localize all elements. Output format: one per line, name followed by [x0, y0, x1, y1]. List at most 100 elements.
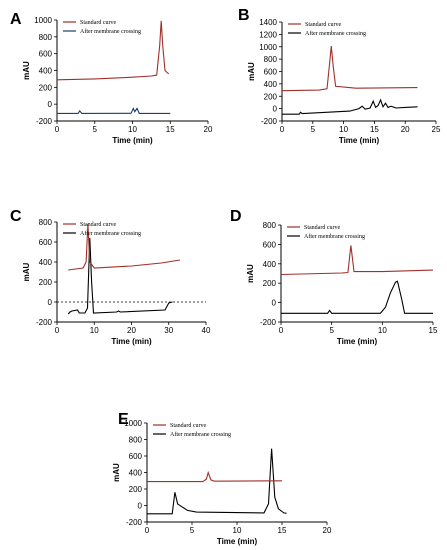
x-tick-label: 20: [323, 526, 332, 535]
y-tick-label: 1400: [259, 18, 277, 27]
panel-letter-a: A: [10, 11, 22, 28]
legend-label-after: After membrane crossing: [305, 30, 366, 37]
x-tick-label: 5: [93, 125, 98, 134]
x-axis-title-c: Time (min): [111, 337, 152, 346]
y-tick-label: 1000: [124, 419, 142, 428]
x-axis-title-a: Time (min): [112, 136, 153, 145]
legend-label-standard: Standard curve: [170, 423, 206, 429]
x-tick-label: 10: [233, 526, 242, 535]
y-tick-label: 1000: [259, 43, 277, 52]
legend-label-standard: Standard curve: [80, 20, 116, 26]
x-tick-label: 40: [202, 326, 211, 335]
x-tick-label: 10: [128, 125, 137, 134]
y-tick-label: 600: [39, 50, 53, 59]
y-tick-label: 800: [129, 436, 143, 445]
y-tick-label: -200: [36, 318, 53, 327]
y-tick-label: 200: [263, 279, 277, 288]
y-tick-label: 800: [39, 33, 53, 42]
y-tick-label: 0: [48, 100, 53, 109]
x-tick-label: 20: [127, 326, 136, 335]
x-tick-label: 20: [401, 125, 410, 134]
series-standard-curve-e: [147, 470, 283, 483]
series-after-membrane-crossing-a: [57, 107, 171, 114]
y-axis-title-c: mAU: [22, 262, 31, 281]
panel-letter-e: E: [118, 411, 129, 428]
y-tick-label: 1000: [34, 16, 52, 25]
x-tick-label: 15: [429, 326, 438, 335]
x-tick-label: 20: [204, 125, 213, 134]
legend-label-standard: Standard curve: [304, 225, 340, 231]
x-tick-label: 0: [55, 125, 60, 134]
y-tick-label: -200: [260, 318, 277, 327]
y-tick-label: 200: [39, 278, 53, 287]
series-after-membrane-crossing-b: [282, 98, 418, 115]
panel-letter-d: D: [230, 208, 242, 225]
x-tick-label: 30: [164, 326, 173, 335]
y-tick-label: -200: [261, 117, 278, 126]
y-tick-label: 200: [264, 92, 278, 101]
x-tick-label: 10: [378, 326, 387, 335]
y-tick-label: 200: [39, 83, 53, 92]
x-axis-title-d: Time (min): [337, 337, 378, 346]
x-tick-label: 15: [166, 125, 175, 134]
y-tick-label: 800: [264, 55, 278, 64]
y-axis-title-a: mAU: [22, 61, 31, 80]
y-tick-label: 0: [48, 298, 53, 307]
y-tick-label: 0: [273, 105, 278, 114]
panel-letter-c: C: [10, 208, 22, 225]
x-tick-label: 0: [145, 526, 150, 535]
series-standard-curve-d: [280, 245, 434, 276]
x-tick-label: 0: [280, 125, 285, 134]
y-tick-label: 600: [263, 240, 277, 249]
y-tick-label: 600: [39, 238, 53, 247]
y-tick-label: 0: [272, 299, 277, 308]
legend-label-after: After membrane crossing: [80, 230, 141, 237]
legend-label-standard: Standard curve: [305, 22, 341, 28]
legend-label-after: After membrane crossing: [304, 233, 365, 240]
x-tick-label: 15: [370, 125, 379, 134]
series-after-membrane-crossing-e: [147, 448, 287, 515]
legend-label-after: After membrane crossing: [80, 28, 141, 35]
x-tick-label: 5: [311, 125, 316, 134]
y-tick-label: 400: [39, 258, 53, 267]
x-tick-label: 0: [279, 326, 284, 335]
y-tick-label: -200: [36, 117, 53, 126]
y-tick-label: 0: [138, 502, 143, 511]
y-tick-label: 800: [39, 218, 53, 227]
x-tick-label: 5: [329, 326, 334, 335]
series-after-membrane-crossing-d: [281, 280, 433, 314]
y-axis-title-d: mAU: [246, 264, 255, 283]
x-axis-title-e: Time (min): [217, 537, 258, 546]
series-standard-curve-a: [56, 20, 170, 81]
y-tick-label: 400: [39, 67, 53, 76]
y-tick-label: 200: [129, 485, 143, 494]
x-tick-label: 0: [55, 326, 60, 335]
x-tick-label: 5: [190, 526, 195, 535]
y-axis-title-e: mAU: [112, 463, 121, 482]
y-tick-label: 800: [263, 221, 277, 230]
y-tick-label: 1200: [259, 30, 277, 39]
y-tick-label: 600: [264, 68, 278, 77]
y-tick-label: 400: [263, 260, 277, 269]
series-after-membrane-crossing-c: [67, 237, 173, 315]
y-tick-label: 400: [264, 80, 278, 89]
x-tick-label: 10: [90, 326, 99, 335]
series-standard-curve-b: [281, 46, 418, 92]
series-standard-curve-c: [68, 223, 180, 271]
y-tick-label: 600: [129, 452, 143, 461]
panel-letter-b: B: [238, 7, 250, 24]
legend-label-standard: Standard curve: [80, 222, 116, 228]
y-axis-title-b: mAU: [247, 62, 256, 81]
y-tick-label: 400: [129, 469, 143, 478]
y-tick-label: -200: [126, 518, 143, 527]
x-tick-label: 25: [432, 125, 441, 134]
legend-label-after: After membrane crossing: [170, 431, 231, 438]
x-tick-label: 10: [339, 125, 348, 134]
x-tick-label: 15: [278, 526, 287, 535]
x-axis-title-b: Time (min): [339, 136, 380, 145]
